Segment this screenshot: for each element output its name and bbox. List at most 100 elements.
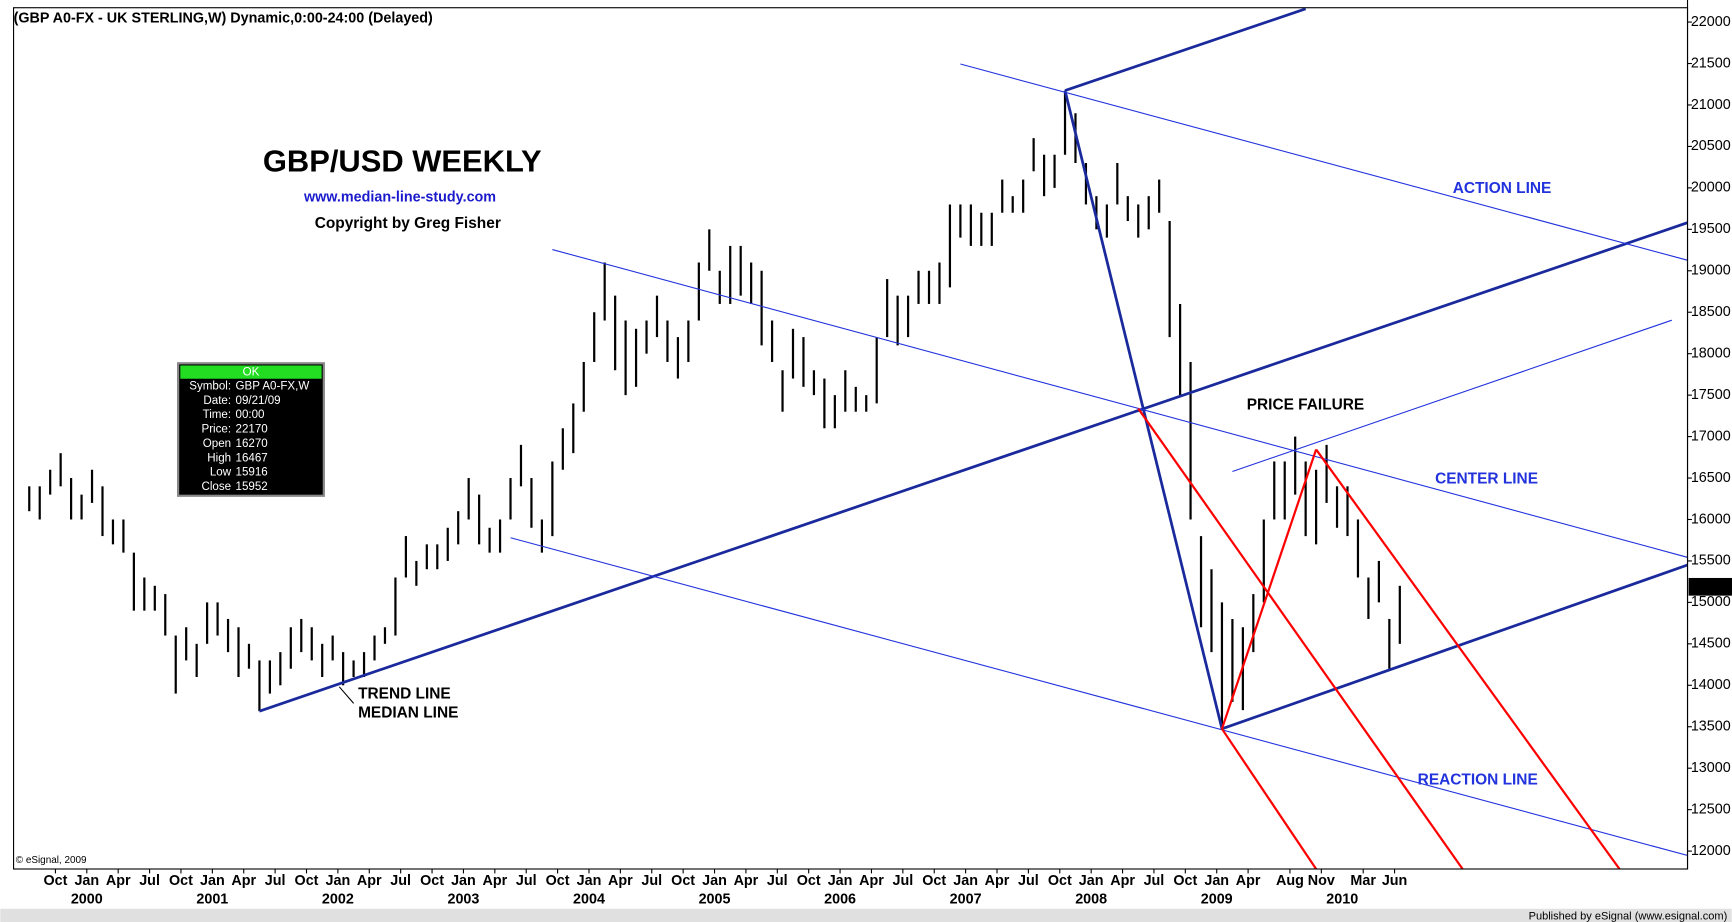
info-status: OK [243, 367, 260, 379]
y-tick-label: 16000 [1691, 511, 1731, 527]
x-tick-label: Jan [953, 873, 978, 889]
y-tick-label: 13000 [1691, 760, 1731, 776]
study-line [960, 63, 1688, 261]
study-line [1137, 407, 1464, 869]
x-tick-label: Nov [1308, 873, 1335, 889]
y-tick-label: 12000 [1691, 843, 1731, 859]
info-value: 15916 [236, 467, 268, 479]
y-tick-label: 20500 [1691, 138, 1731, 154]
year-label: 2009 [1201, 892, 1233, 908]
x-tick-label: Jul [767, 873, 788, 889]
year-label: 2003 [447, 892, 479, 908]
study-line [1064, 7, 1307, 92]
x-tick-label: Oct [169, 873, 193, 889]
study-line [510, 537, 1688, 857]
x-tick-label: Jul [892, 873, 913, 889]
x-tick-label: Jul [265, 873, 286, 889]
year-label: 2006 [824, 892, 856, 908]
x-tick-label: Jul [1018, 873, 1039, 889]
y-tick-label: 19000 [1691, 263, 1731, 279]
annotation: TREND LINE [358, 686, 451, 703]
annotation: PRICE FAILURE [1247, 396, 1365, 413]
info-value: 16270 [236, 438, 268, 450]
y-tick-label: 13500 [1691, 719, 1731, 735]
x-tick-label: Apr [859, 873, 884, 889]
study-line [258, 221, 1688, 713]
x-tick-label: Aug [1276, 873, 1304, 889]
x-tick-label: Oct [546, 873, 570, 889]
info-label: Time: [203, 409, 232, 421]
x-tick-label: Jan [1079, 873, 1104, 889]
x-tick-label: Oct [671, 873, 695, 889]
study-line [552, 249, 1688, 558]
x-tick-label: Apr [106, 873, 131, 889]
info-value: 22170 [236, 424, 268, 436]
y-tick-label: 21000 [1691, 97, 1731, 113]
x-tick-label: Oct [43, 873, 67, 889]
y-tick-label: 14500 [1691, 636, 1731, 652]
info-label: Close [201, 481, 231, 493]
study-line [1220, 449, 1318, 730]
last-price-box [1688, 577, 1732, 596]
x-tick-label: Oct [420, 873, 444, 889]
annotation: ACTION LINE [1453, 180, 1552, 197]
chart-title: GBP/USD WEEKLY [263, 144, 542, 179]
x-tick-label: Mar [1350, 873, 1376, 889]
year-label: 2001 [196, 892, 228, 908]
year-label: 2002 [322, 892, 354, 908]
annotation: MEDIAN LINE [358, 704, 458, 721]
x-tick-label: Oct [295, 873, 319, 889]
info-label: Price: [201, 424, 231, 436]
x-tick-label: Jan [828, 873, 853, 889]
y-tick-label: 12500 [1691, 801, 1731, 817]
info-value: 09/21/09 [236, 395, 281, 407]
x-tick-label: Jan [1204, 873, 1229, 889]
x-tick-label: Jul [1144, 873, 1165, 889]
x-tick-label: Jul [139, 873, 160, 889]
credit: Copyright by Greg Fisher [315, 215, 501, 232]
x-tick-label: Apr [734, 873, 759, 889]
last-price-label: 15188 [1691, 579, 1731, 595]
y-tick-label: 14000 [1691, 677, 1731, 693]
year-label: 2007 [950, 892, 982, 908]
y-tick-label: 20000 [1691, 180, 1731, 196]
info-label: Open [203, 438, 231, 450]
x-tick-label: Oct [797, 873, 821, 889]
x-tick-label: Oct [1048, 873, 1072, 889]
info-label: Date: [203, 395, 231, 407]
x-tick-label: Jan [577, 873, 602, 889]
info-box-header [180, 365, 322, 379]
x-tick-label: Jan [200, 873, 225, 889]
x-tick-label: Oct [1173, 873, 1197, 889]
info-label: Symbol: [189, 381, 231, 393]
study-line [1232, 319, 1673, 473]
chart-header: (GBP A0-FX - UK STERLING,W) Dynamic,0:00… [14, 11, 433, 27]
x-tick-label: Jun [1382, 873, 1408, 889]
info-box-frame [176, 362, 325, 497]
info-label: Low [210, 467, 232, 479]
y-tick-label: 15500 [1691, 553, 1731, 569]
year-label: 2010 [1326, 892, 1358, 908]
y-tick-label: 17500 [1691, 387, 1731, 403]
y-tick-label: 17000 [1691, 428, 1731, 444]
x-tick-label: Jan [326, 873, 351, 889]
x-tick-label: Jul [641, 873, 662, 889]
x-tick-label: Apr [1236, 873, 1261, 889]
y-tick-label: 15000 [1691, 594, 1731, 610]
annotation: CENTER LINE [1435, 470, 1538, 487]
y-tick-label: 18500 [1691, 304, 1731, 320]
x-tick-label: Oct [922, 873, 946, 889]
x-tick-label: Jan [74, 873, 99, 889]
info-value: 16467 [236, 452, 268, 464]
year-label: 2005 [699, 892, 731, 908]
x-tick-label: Jul [516, 873, 537, 889]
annotation-pointer [338, 686, 355, 704]
x-tick-label: Apr [608, 873, 633, 889]
info-box: OK Symbol: GBP A0-FX,W Date: 09/21/09 Time: 0… [176, 362, 325, 497]
year-label: 2004 [573, 892, 605, 908]
x-tick-label: Jan [451, 873, 476, 889]
info-label: High [207, 452, 231, 464]
study-line [1315, 448, 1621, 869]
x-tick-label: Apr [1110, 873, 1135, 889]
